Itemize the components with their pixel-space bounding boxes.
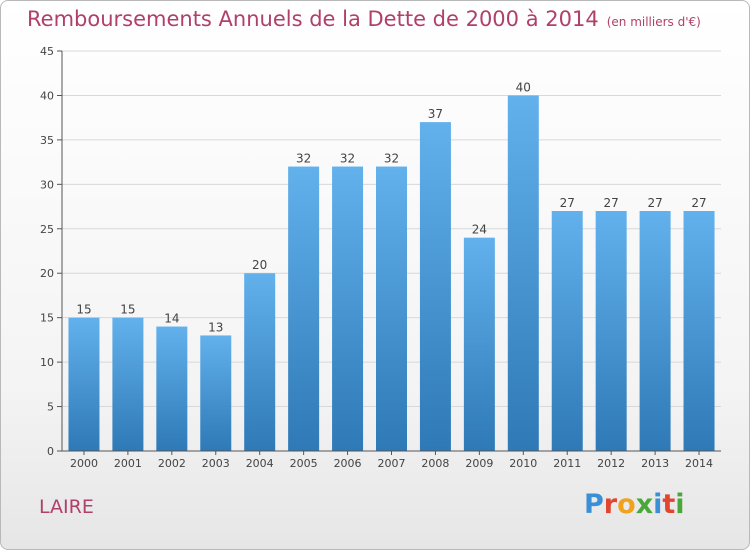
x-tick-label: 2007 bbox=[378, 457, 406, 470]
bar-2013 bbox=[639, 211, 671, 451]
y-tick-label: 30 bbox=[40, 178, 54, 191]
bar-value-label: 15 bbox=[76, 303, 91, 317]
bar-2005 bbox=[288, 166, 320, 452]
place-name: LAIRE bbox=[39, 496, 94, 518]
y-tick-label: 45 bbox=[40, 45, 54, 58]
chart-title: Remboursements Annuels de la Dette de 20… bbox=[27, 7, 701, 31]
bar-2009 bbox=[463, 237, 495, 451]
bar-2001 bbox=[112, 317, 144, 451]
x-tick-label: 2001 bbox=[114, 457, 142, 470]
bar-value-label: 15 bbox=[120, 303, 135, 317]
chart-subtitle: (en milliers d'€) bbox=[606, 15, 701, 29]
bar-value-label: 32 bbox=[296, 152, 311, 166]
y-tick-label: 25 bbox=[40, 223, 54, 236]
bar-value-label: 27 bbox=[647, 196, 662, 210]
bar-2011 bbox=[551, 211, 583, 451]
bar-2012 bbox=[595, 211, 627, 451]
y-tick-label: 10 bbox=[40, 356, 54, 369]
x-tick-label: 2004 bbox=[246, 457, 274, 470]
x-tick-label: 2014 bbox=[685, 457, 713, 470]
x-tick-label: 2003 bbox=[202, 457, 230, 470]
logo-letter: P bbox=[584, 489, 604, 520]
bar-value-label: 20 bbox=[252, 258, 267, 272]
x-tick-label: 2002 bbox=[158, 457, 186, 470]
y-tick-label: 0 bbox=[47, 445, 54, 458]
logo-letter: x bbox=[635, 489, 654, 520]
y-tick-label: 15 bbox=[40, 312, 54, 325]
y-tick-label: 5 bbox=[47, 401, 54, 414]
bar-2008 bbox=[419, 122, 451, 451]
bar-value-label: 32 bbox=[340, 152, 355, 166]
bar-2010 bbox=[507, 95, 539, 451]
bar-value-label: 14 bbox=[164, 312, 179, 326]
bar-value-label: 40 bbox=[516, 80, 531, 94]
logo-letter: i bbox=[653, 489, 663, 520]
bar-value-label: 32 bbox=[384, 152, 399, 166]
x-tick-label: 2005 bbox=[290, 457, 318, 470]
bar-value-label: 27 bbox=[604, 196, 619, 210]
y-tick-label: 40 bbox=[40, 89, 54, 102]
bar-value-label: 27 bbox=[691, 196, 706, 210]
x-tick-label: 2012 bbox=[597, 457, 625, 470]
labels: 0 5 10 15 20 25 30 35 40 45 15 2000 15 2001 14 2002 13 20… bbox=[40, 45, 713, 470]
logo-letter: t bbox=[662, 489, 676, 520]
x-tick-label: 2010 bbox=[509, 457, 537, 470]
x-tick-label: 2006 bbox=[334, 457, 362, 470]
y-tick-label: 20 bbox=[40, 267, 54, 280]
bar-2003 bbox=[200, 335, 232, 451]
bar-value-label: 24 bbox=[472, 223, 487, 237]
logo-letter: r bbox=[603, 489, 618, 520]
x-tick-label: 2013 bbox=[641, 457, 669, 470]
chart-title-text: Remboursements Annuels de la Dette de 20… bbox=[27, 7, 599, 31]
logo-letter: o bbox=[617, 489, 636, 520]
x-tick-label: 2009 bbox=[465, 457, 493, 470]
logo-letter: i bbox=[675, 489, 685, 520]
bar-2007 bbox=[376, 166, 407, 452]
y-tick-label: 35 bbox=[40, 134, 54, 147]
bar-2004 bbox=[244, 273, 276, 451]
x-tick-label: 2011 bbox=[553, 457, 581, 470]
x-tick-label: 2008 bbox=[421, 457, 449, 470]
bar-value-label: 27 bbox=[560, 196, 575, 210]
bars bbox=[68, 95, 715, 452]
bar-2006 bbox=[332, 166, 364, 452]
bar-2002 bbox=[156, 326, 188, 451]
proxiti-logo[interactable]: Proxiti bbox=[584, 489, 685, 520]
bar-value-label: 37 bbox=[428, 107, 443, 121]
bar-value-label: 13 bbox=[208, 320, 223, 334]
x-tick-label: 2000 bbox=[70, 457, 98, 470]
bar-2000 bbox=[68, 317, 100, 451]
axes bbox=[57, 50, 721, 455]
bar-2014 bbox=[683, 211, 715, 451]
